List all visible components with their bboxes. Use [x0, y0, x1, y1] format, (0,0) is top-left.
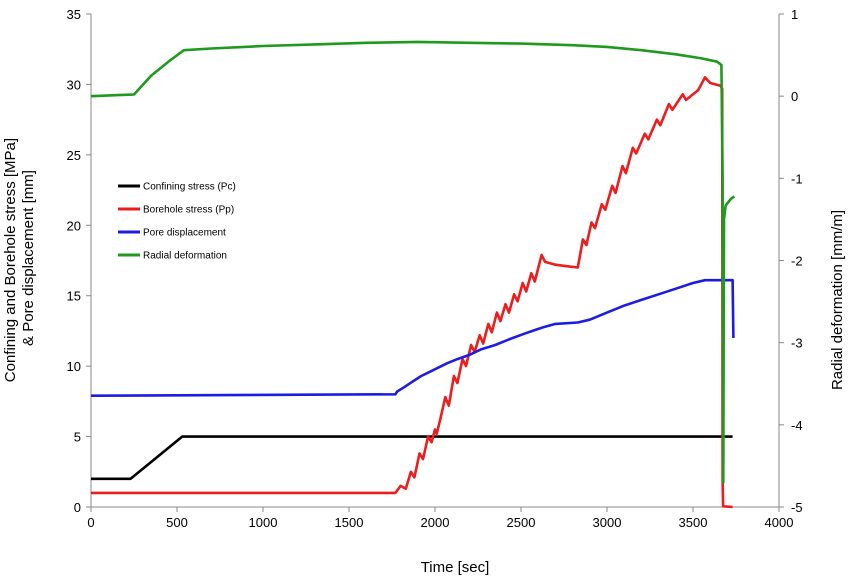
- legend: Confining stress (Pc) Borehole stress (Pp…: [118, 182, 236, 262]
- y-right-tick-label: -2: [791, 254, 803, 269]
- x-tick-label: 0: [87, 515, 94, 530]
- y-right-axis-title: Radial deformation [mm/m]: [829, 210, 846, 390]
- y-left-tick-label: 5: [74, 430, 81, 445]
- legend-entry: Confining stress (Pc): [143, 182, 236, 193]
- y-left-tick-label: 20: [67, 218, 81, 233]
- y-right-tick-label: -3: [791, 336, 803, 351]
- x-tick-label: 3500: [679, 515, 708, 530]
- x-axis-title: Time [sec]: [421, 559, 490, 576]
- y-left-tick-label: 10: [67, 359, 81, 374]
- x-tick-label: 2500: [507, 515, 536, 530]
- y-left-axis-title-line-1: Confining and Borehole stress [MPa]: [2, 138, 19, 382]
- x-tick-label: 1000: [249, 515, 278, 530]
- x-tick-label: 3000: [593, 515, 622, 530]
- y-left-tick-label: 15: [67, 289, 81, 304]
- y-left-tick-label: 25: [67, 148, 81, 163]
- x-tick-label: 500: [166, 515, 188, 530]
- y-right-tick-label: -1: [791, 171, 803, 186]
- x-tick-label: 1500: [335, 515, 364, 530]
- y-right-tick-label: 0: [791, 89, 798, 104]
- plot-area: [90, 40, 736, 509]
- y-left-tick-label: 0: [74, 500, 81, 515]
- y-right-tick-label: -4: [791, 418, 803, 433]
- y-right-tick-label: 1: [791, 7, 798, 22]
- y-left-axis-title: Confining and Borehole stress [MPa] & Po…: [2, 134, 37, 382]
- y-left-tick-label: 30: [67, 77, 81, 92]
- y-left-tick-label: 35: [67, 7, 81, 22]
- series-line-radial-deformation: [90, 40, 736, 484]
- x-tick-label: 4000: [765, 515, 794, 530]
- series-line-confining-stress-pc: [91, 435, 733, 481]
- y-left-axis-title-line-2: & Pore displacement [mm]: [20, 170, 37, 346]
- legend-entry: Radial deformation: [143, 251, 227, 262]
- legend-entry: Pore displacement: [143, 228, 226, 239]
- series-line-borehole-stress-pp: [91, 76, 733, 509]
- axes: 0 500 1000 1500 2000 2500 3000 3500 400005101520…: [67, 7, 803, 530]
- x-tick-label: 2000: [421, 515, 450, 530]
- y-right-tick-label: -5: [791, 500, 803, 515]
- legend-entry: Borehole stress (Pp): [143, 205, 234, 216]
- series-line-pore-displacement: [90, 278, 735, 397]
